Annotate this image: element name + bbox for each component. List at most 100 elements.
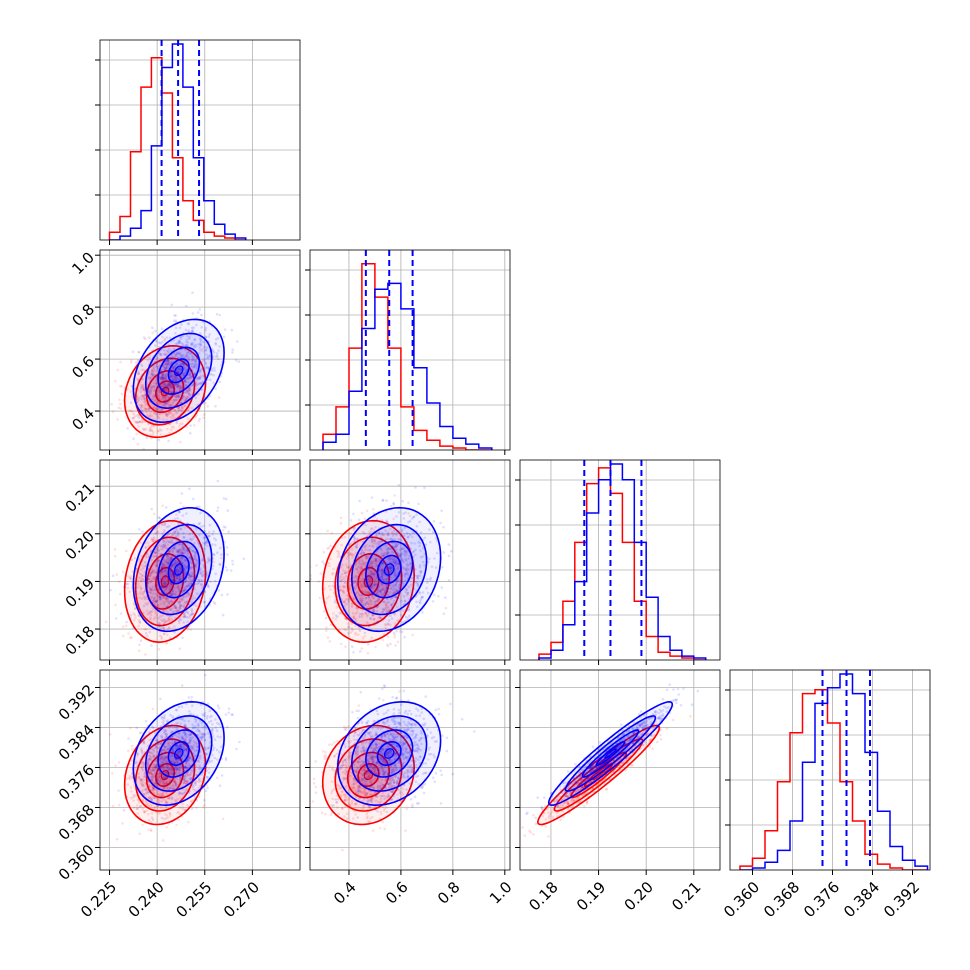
scatter-point	[156, 587, 160, 591]
scatter-point	[185, 585, 188, 588]
scatter-point	[184, 572, 188, 575]
scatter-point	[162, 388, 165, 391]
scatter-point	[184, 397, 188, 401]
scatter-point	[174, 332, 177, 335]
scatter-point	[163, 396, 166, 400]
scatter-point	[208, 534, 211, 538]
scatter-point	[184, 579, 188, 582]
scatter-point	[189, 556, 193, 559]
scatter-point	[159, 597, 162, 600]
scatter-point	[142, 590, 146, 594]
scatter-point	[354, 612, 357, 616]
scatter-point	[155, 381, 158, 385]
scatter-point	[151, 589, 154, 592]
scatter-point	[130, 359, 133, 362]
scatter-point	[191, 356, 195, 359]
scatter-point	[160, 376, 164, 380]
scatter-point	[184, 363, 187, 366]
scatter-point	[341, 600, 345, 604]
scatter-point	[155, 362, 159, 365]
scatter-point	[339, 642, 343, 646]
scatter-point	[167, 562, 170, 566]
scatter-point	[170, 375, 173, 379]
scatter-point	[152, 575, 155, 579]
scatter-point	[351, 556, 354, 559]
scatter-point	[158, 595, 162, 599]
scatter-point	[372, 507, 375, 511]
scatter-point	[349, 519, 353, 522]
scatter-point	[403, 600, 407, 603]
scatter-point	[207, 535, 210, 538]
scatter-point	[187, 386, 191, 390]
scatter-point	[176, 550, 180, 553]
scatter-point	[199, 569, 202, 573]
scatter-point	[377, 598, 381, 602]
scatter-point	[173, 586, 176, 590]
scatter-point	[407, 512, 410, 515]
scatter-point	[172, 366, 175, 370]
scatter-point	[183, 404, 187, 408]
scatter-point	[139, 363, 143, 366]
scatter-point	[182, 589, 185, 593]
scatter-point	[152, 597, 156, 600]
scatter-point	[181, 590, 185, 593]
scatter-point	[118, 398, 121, 402]
scatter-point	[150, 429, 154, 432]
scatter-point	[145, 552, 149, 555]
scatter-point	[143, 564, 147, 568]
scatter-point	[183, 588, 186, 591]
scatter-point	[173, 561, 177, 565]
scatter-point	[114, 603, 117, 607]
scatter-point	[143, 369, 147, 373]
scatter-point	[179, 440, 182, 444]
scatter-point	[182, 568, 186, 572]
scatter-point	[161, 504, 164, 508]
scatter-point	[174, 342, 178, 346]
scatter-point	[169, 591, 172, 595]
scatter-point	[179, 369, 183, 372]
scatter-point	[177, 530, 180, 534]
scatter-point	[137, 579, 140, 582]
scatter-point	[168, 383, 171, 387]
scatter-point	[155, 564, 159, 567]
scatter-point	[179, 556, 183, 559]
scatter-point	[171, 562, 175, 566]
scatter-point	[161, 373, 164, 377]
scatter-point	[183, 595, 186, 599]
scatter-point	[154, 600, 158, 603]
scatter-point	[171, 564, 174, 567]
scatter-point	[163, 632, 166, 635]
scatter-point	[366, 615, 369, 618]
scatter-point	[143, 428, 146, 432]
scatter-point	[156, 560, 159, 564]
scatter-point	[166, 359, 170, 363]
scatter-point	[169, 608, 173, 611]
scatter-point	[193, 561, 197, 565]
scatter-point	[212, 374, 216, 377]
scatter-point	[162, 595, 165, 599]
scatter-point	[116, 368, 120, 372]
scatter-point	[181, 636, 184, 640]
scatter-point	[197, 522, 201, 526]
scatter-point	[137, 350, 140, 354]
scatter-point	[174, 604, 177, 608]
scatter-point	[389, 565, 393, 568]
scatter-point	[154, 583, 157, 586]
scatter-point	[177, 575, 180, 578]
scatter-point	[210, 373, 214, 376]
scatter-point	[189, 566, 193, 570]
scatter-point	[189, 578, 192, 582]
scatter-point	[193, 563, 196, 567]
scatter-point	[189, 527, 192, 531]
scatter-point	[211, 567, 214, 570]
scatter-point	[199, 344, 203, 347]
scatter-point	[137, 370, 140, 374]
scatter-point	[170, 587, 174, 591]
scatter-point	[180, 556, 183, 559]
scatter-point	[139, 407, 143, 410]
scatter-point	[164, 363, 168, 366]
scatter-point	[167, 343, 171, 347]
scatter-point	[193, 372, 197, 376]
scatter-point	[157, 622, 160, 625]
scatter-point	[164, 367, 168, 370]
